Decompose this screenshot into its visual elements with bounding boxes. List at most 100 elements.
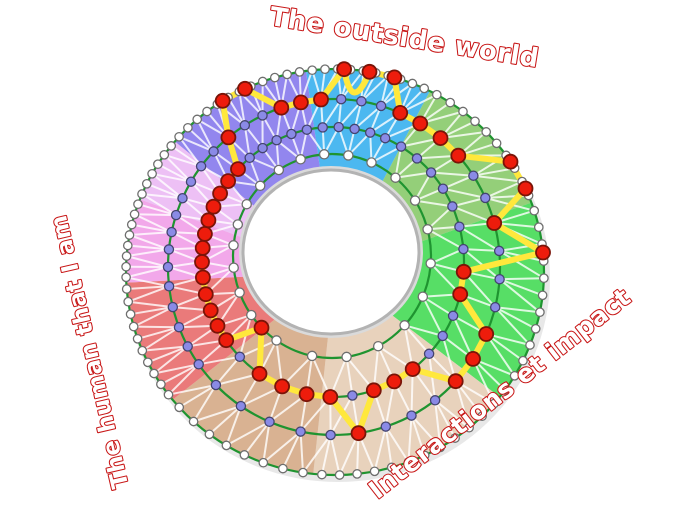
red-node[interactable] <box>205 198 222 215</box>
red-node[interactable] <box>517 180 534 197</box>
red-node[interactable] <box>322 389 339 405</box>
red-node[interactable] <box>392 105 409 121</box>
inner-node[interactable] <box>234 287 245 298</box>
red-node[interactable] <box>412 115 429 132</box>
boundary-node[interactable] <box>352 469 362 479</box>
boundary-node[interactable] <box>133 199 143 210</box>
red-node[interactable] <box>218 332 235 349</box>
boundary-node[interactable] <box>450 433 460 443</box>
level-node[interactable] <box>325 429 336 441</box>
inner-node[interactable] <box>366 157 377 168</box>
level-node[interactable] <box>333 121 344 133</box>
boundary-node[interactable] <box>470 116 480 127</box>
level-node[interactable] <box>406 410 417 421</box>
boundary-node[interactable] <box>147 168 157 179</box>
boundary-node[interactable] <box>320 64 330 75</box>
red-node[interactable] <box>212 185 229 202</box>
level-node[interactable] <box>264 416 275 428</box>
boundary-node[interactable] <box>525 340 535 350</box>
boundary-node[interactable] <box>156 379 166 390</box>
red-node[interactable] <box>202 302 219 319</box>
level-node[interactable] <box>454 221 465 232</box>
boundary-node[interactable] <box>539 273 549 284</box>
level-node[interactable] <box>193 359 204 370</box>
inner-node[interactable] <box>417 291 429 302</box>
red-node[interactable] <box>313 91 329 108</box>
level-node[interactable] <box>244 152 255 164</box>
boundary-node[interactable] <box>137 345 148 356</box>
boundary-node[interactable] <box>407 78 418 89</box>
inner-node[interactable] <box>306 350 318 362</box>
boundary-node[interactable] <box>419 83 430 94</box>
level-node[interactable] <box>349 123 360 135</box>
level-node[interactable] <box>257 110 268 121</box>
boundary-node[interactable] <box>334 470 345 480</box>
level-node[interactable] <box>234 351 246 363</box>
red-node[interactable] <box>486 215 503 231</box>
level-node[interactable] <box>437 183 449 194</box>
level-node[interactable] <box>271 134 282 146</box>
level-node[interactable] <box>380 421 392 432</box>
red-node[interactable] <box>452 286 469 303</box>
level-node[interactable] <box>395 141 407 152</box>
level-node[interactable] <box>347 390 358 401</box>
boundary-node[interactable] <box>141 178 152 189</box>
boundary-node[interactable] <box>258 457 269 468</box>
boundary-node[interactable] <box>121 272 131 283</box>
level-node[interactable] <box>468 170 479 181</box>
level-node[interactable] <box>480 192 491 204</box>
inner-node[interactable] <box>228 240 239 251</box>
boundary-node[interactable] <box>500 385 510 395</box>
boundary-node[interactable] <box>489 398 499 409</box>
boundary-node[interactable] <box>298 467 308 478</box>
level-node[interactable] <box>423 348 435 360</box>
red-node[interactable] <box>209 317 226 334</box>
level-node[interactable] <box>177 192 188 204</box>
level-node[interactable] <box>425 167 437 178</box>
level-node[interactable] <box>447 310 459 322</box>
boundary-node[interactable] <box>125 309 136 320</box>
level-node[interactable] <box>210 379 222 391</box>
inner-node[interactable] <box>372 340 384 352</box>
inner-node[interactable] <box>295 154 306 165</box>
boundary-node[interactable] <box>188 416 199 427</box>
boundary-node[interactable] <box>533 222 544 233</box>
inner-node[interactable] <box>409 195 421 206</box>
boundary-node[interactable] <box>257 76 268 87</box>
red-node[interactable] <box>465 350 481 367</box>
level-node[interactable] <box>301 124 313 135</box>
boundary-node[interactable] <box>445 97 456 108</box>
boundary-node[interactable] <box>121 284 132 294</box>
inner-node[interactable] <box>271 335 282 346</box>
inner-node[interactable] <box>241 198 252 210</box>
level-node[interactable] <box>489 301 501 313</box>
boundary-node[interactable] <box>123 296 134 307</box>
inner-node[interactable] <box>399 320 410 331</box>
red-node[interactable] <box>194 239 211 256</box>
boundary-node[interactable] <box>174 131 184 142</box>
inner-node[interactable] <box>425 258 436 269</box>
boundary-node[interactable] <box>307 65 318 76</box>
inner-node[interactable] <box>343 150 354 161</box>
red-node[interactable] <box>447 373 464 390</box>
inner-node[interactable] <box>390 172 401 183</box>
boundary-node[interactable] <box>282 69 292 80</box>
level-node[interactable] <box>494 273 505 285</box>
boundary-node[interactable] <box>403 457 414 467</box>
level-node[interactable] <box>429 395 441 406</box>
boundary-node[interactable] <box>174 402 185 413</box>
level-node[interactable] <box>317 122 328 133</box>
level-node[interactable] <box>379 132 391 144</box>
level-node[interactable] <box>170 209 182 221</box>
level-node[interactable] <box>437 330 448 342</box>
level-node[interactable] <box>356 96 367 107</box>
red-node[interactable] <box>197 286 214 303</box>
boundary-node[interactable] <box>294 67 305 77</box>
red-node[interactable] <box>253 319 270 336</box>
boundary-node[interactable] <box>163 389 174 400</box>
boundary-node[interactable] <box>435 442 446 453</box>
red-node[interactable] <box>478 326 495 342</box>
boundary-node[interactable] <box>239 450 250 460</box>
boundary-node[interactable] <box>183 122 193 133</box>
inner-node[interactable] <box>341 351 352 363</box>
